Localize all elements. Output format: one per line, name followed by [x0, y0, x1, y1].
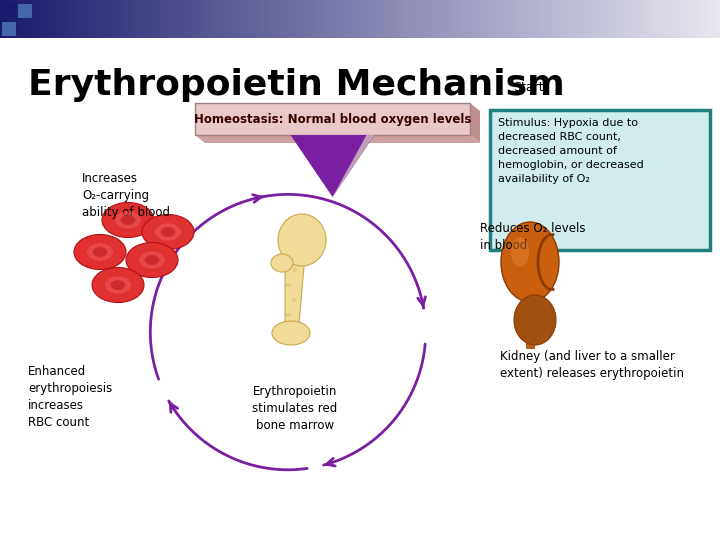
Polygon shape [333, 135, 374, 197]
Text: Stimulus: Hypoxia due to
decreased RBC count,
decreased amount of
hemoglobin, or: Stimulus: Hypoxia due to decreased RBC c… [498, 118, 644, 184]
Polygon shape [285, 255, 305, 335]
Bar [2, 22, 16, 36]
Ellipse shape [111, 280, 125, 290]
Ellipse shape [105, 276, 131, 294]
Text: Homeostasis: Normal blood oxygen levels: Homeostasis: Normal blood oxygen levels [194, 112, 471, 125]
Bar [18, 4, 32, 18]
Bar [490, 110, 710, 250]
Ellipse shape [121, 215, 135, 225]
Ellipse shape [161, 227, 175, 237]
Text: Erythropoietin Mechanism: Erythropoietin Mechanism [28, 68, 564, 102]
Ellipse shape [292, 298, 297, 302]
Text: Increases
O₂-carrying
ability of blood: Increases O₂-carrying ability of blood [82, 172, 170, 219]
Ellipse shape [139, 251, 165, 269]
Ellipse shape [92, 267, 144, 302]
Ellipse shape [272, 321, 310, 345]
Ellipse shape [142, 214, 194, 249]
Ellipse shape [286, 313, 290, 317]
Text: Kidney (and liver to a smaller
extent) releases erythropoietin: Kidney (and liver to a smaller extent) r… [500, 350, 684, 380]
Bar [526, 323, 534, 348]
Text: Enhanced
erythropoiesis
increases
RBC count: Enhanced erythropoiesis increases RBC co… [28, 365, 112, 429]
Ellipse shape [271, 254, 293, 272]
Ellipse shape [286, 283, 290, 287]
Ellipse shape [501, 222, 559, 302]
Text: Erythropoietin
stimulates red
bone marrow: Erythropoietin stimulates red bone marro… [253, 385, 338, 432]
Text: Reduces O₂ levels
in blood: Reduces O₂ levels in blood [480, 222, 585, 252]
Polygon shape [290, 135, 374, 197]
Ellipse shape [115, 211, 141, 229]
Ellipse shape [278, 214, 326, 266]
Ellipse shape [102, 202, 154, 238]
Ellipse shape [514, 295, 556, 345]
Ellipse shape [74, 234, 126, 269]
Bar [195, 103, 470, 135]
Text: Start: Start [513, 81, 544, 94]
Ellipse shape [145, 255, 159, 265]
Ellipse shape [292, 268, 297, 272]
Polygon shape [195, 135, 480, 143]
Polygon shape [470, 103, 480, 143]
Ellipse shape [93, 247, 107, 257]
Ellipse shape [126, 242, 178, 278]
Ellipse shape [511, 237, 529, 267]
Ellipse shape [87, 243, 113, 261]
Ellipse shape [155, 223, 181, 241]
Bar [2, 4, 16, 18]
